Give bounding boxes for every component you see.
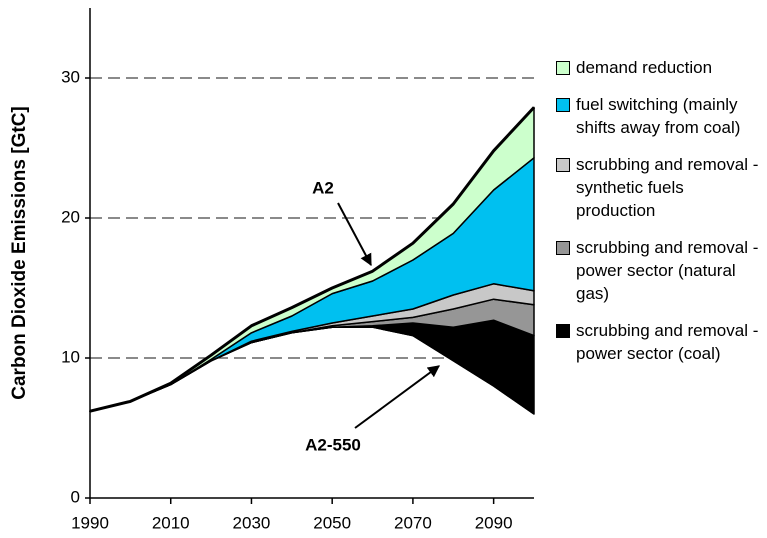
y-tick-label: 20 [61, 207, 80, 226]
legend-swatch [556, 61, 570, 75]
x-tick-label: 2090 [475, 513, 513, 532]
legend-label: scrubbing and removal - synthetic fuels … [576, 155, 759, 220]
x-tick-label: 2010 [152, 513, 190, 532]
y-tick-label: 30 [61, 67, 80, 86]
legend-item: scrubbing and removal - synthetic fuels … [556, 153, 767, 222]
legend-label: demand reduction [576, 58, 713, 77]
legend-item: scrubbing and removal - power sector (co… [556, 319, 767, 365]
annotation-arrow [337, 202, 372, 267]
line [89, 326, 535, 415]
legend-swatch [556, 98, 570, 112]
legend-item: scrubbing and removal - power sector (na… [556, 236, 767, 305]
annotation-arrow [354, 365, 440, 429]
legend: demand reduction fuel switching (mainly s… [556, 56, 767, 379]
legend-swatch [556, 324, 570, 338]
x-tick-label: 2070 [394, 513, 432, 532]
line [89, 106, 536, 413]
legend-label: scrubbing and removal - power sector (na… [576, 238, 759, 303]
area [89, 319, 535, 415]
legend-label: scrubbing and removal - power sector (co… [576, 321, 759, 363]
x-tick-label: 2050 [313, 513, 351, 532]
y-tick-label: 10 [61, 347, 80, 366]
annotation: A2-550 [305, 435, 361, 454]
x-tick-label: 1990 [71, 513, 109, 532]
x-tick-label: 2030 [233, 513, 271, 532]
legend-label: fuel switching (mainly shifts away from … [576, 95, 741, 137]
y-tick-label: 0 [71, 487, 80, 506]
y-axis-label: Carbon Dioxide Emissions [GtC] [9, 106, 30, 399]
annotation: A2 [312, 178, 334, 197]
legend-item: fuel switching (mainly shifts away from … [556, 93, 767, 139]
legend-swatch [556, 158, 570, 172]
legend-swatch [556, 241, 570, 255]
plot-area [89, 77, 536, 415]
legend-item: demand reduction [556, 56, 767, 79]
